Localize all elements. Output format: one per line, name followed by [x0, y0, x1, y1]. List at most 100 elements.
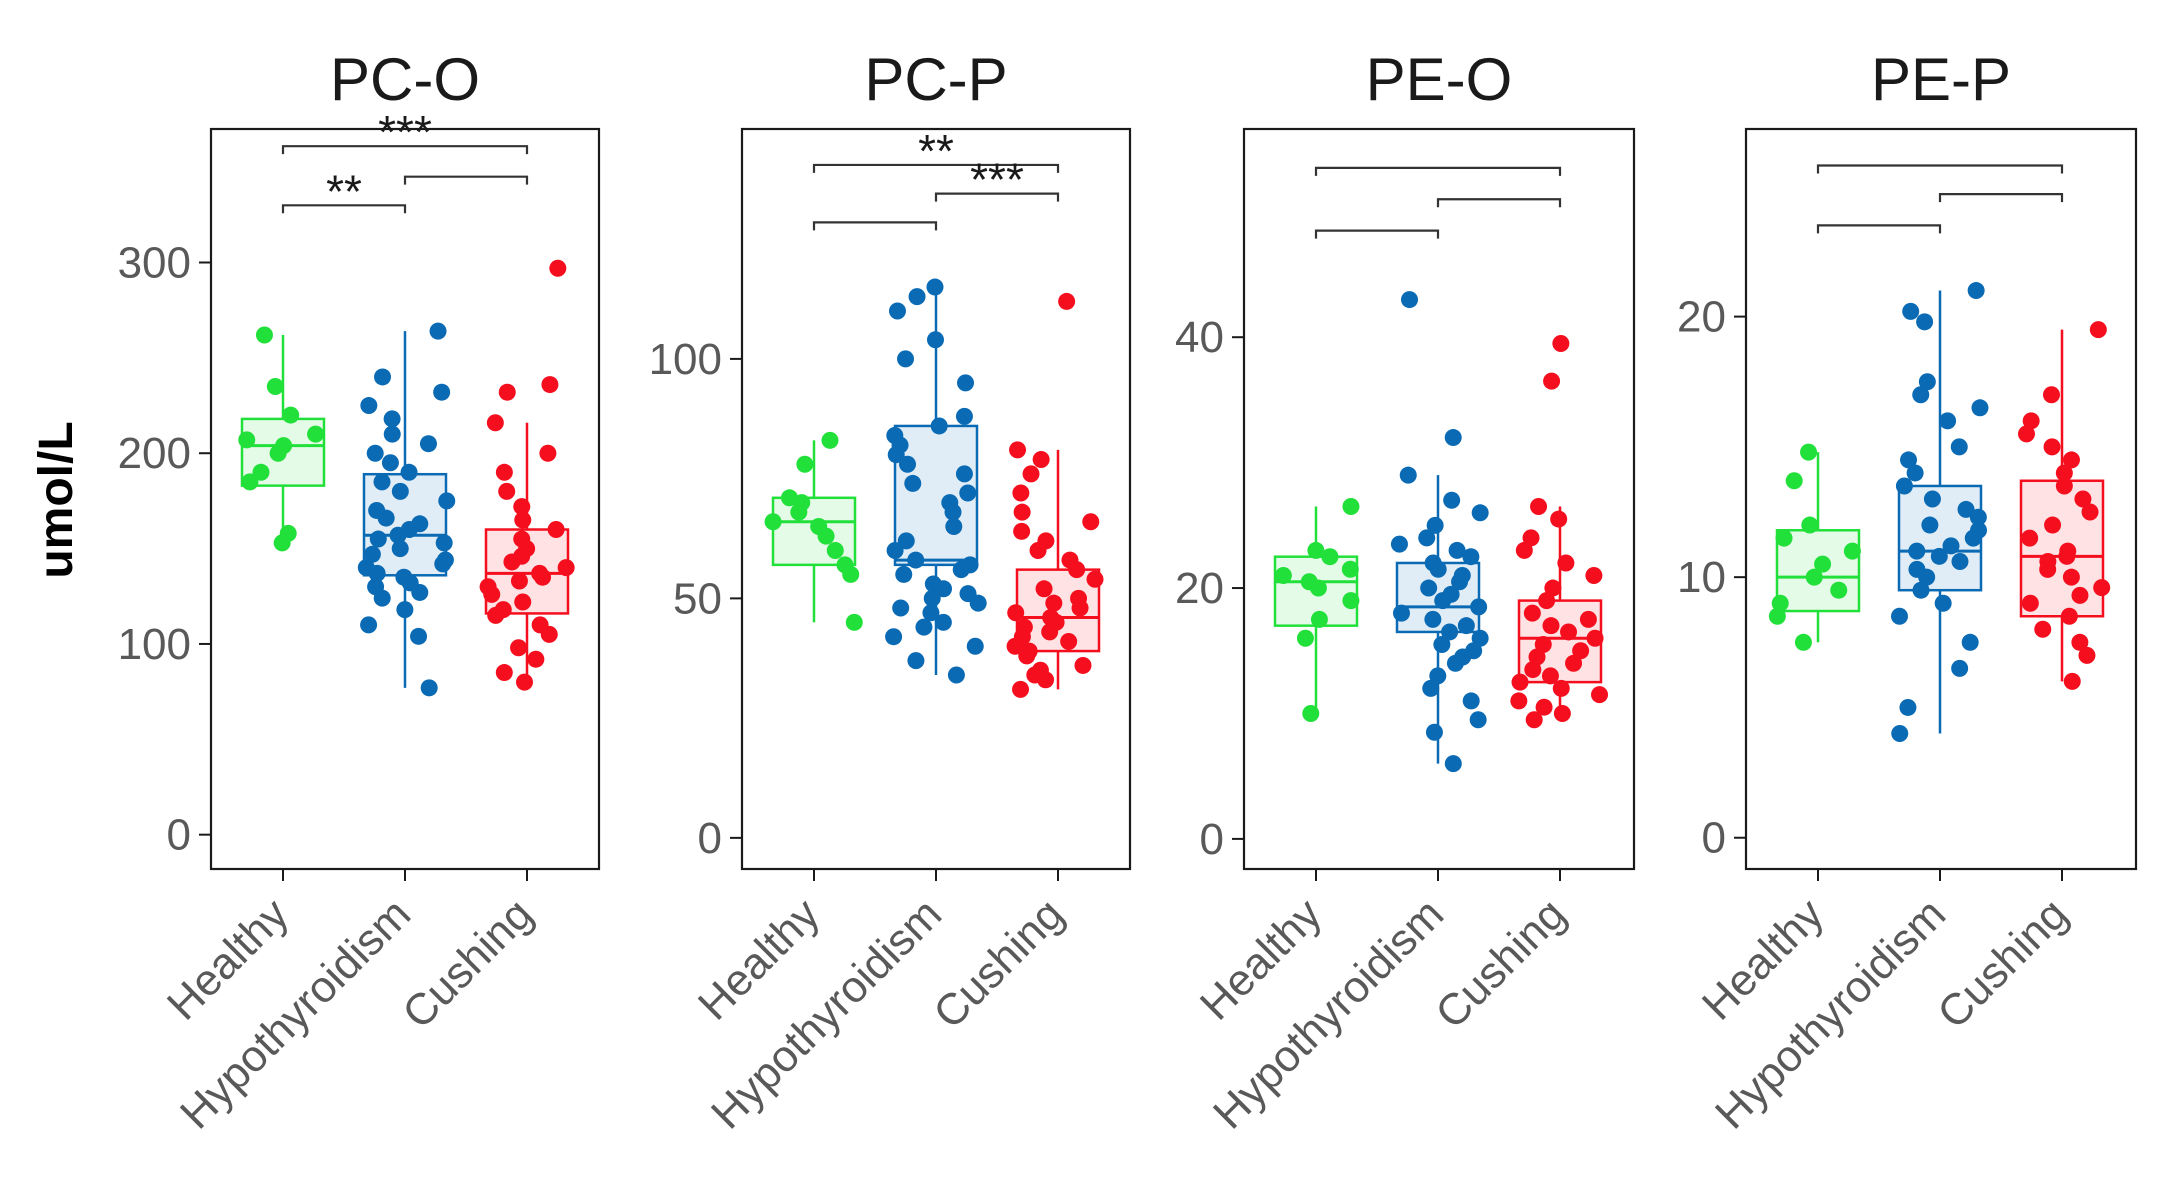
- y-tick-label: 0: [698, 814, 722, 863]
- data-point: [1013, 503, 1031, 521]
- data-point: [926, 331, 944, 349]
- data-point: [2062, 451, 2080, 469]
- data-point: [1522, 529, 1540, 547]
- x-tick-label: Cushing: [1426, 889, 1575, 1038]
- data-point: [922, 604, 940, 622]
- data-point: [959, 585, 977, 603]
- data-point: [1814, 555, 1832, 573]
- panel-title: PC-P: [864, 46, 1007, 113]
- data-point: [241, 473, 259, 491]
- data-point: [923, 589, 941, 607]
- data-point: [1591, 686, 1609, 704]
- data-point: [1441, 623, 1459, 641]
- data-point: [810, 518, 828, 536]
- data-point: [926, 278, 944, 296]
- data-point: [1923, 490, 1941, 508]
- data-point: [1418, 529, 1436, 547]
- x-tick-label: Hypothyroidism: [1706, 889, 1955, 1138]
- data-point: [510, 572, 528, 590]
- data-point: [436, 551, 454, 569]
- data-point: [1342, 592, 1360, 610]
- box-healthy: [1768, 443, 1861, 651]
- data-point: [961, 556, 979, 574]
- data-point: [1906, 464, 1924, 482]
- box-hypothyroidism: [357, 322, 456, 697]
- data-point: [495, 664, 513, 682]
- significance-bracket: [1314, 229, 1440, 239]
- data-point: [1426, 516, 1444, 534]
- data-point: [930, 417, 948, 435]
- data-point: [1422, 679, 1440, 697]
- data-point: [2060, 607, 2078, 625]
- data-point: [885, 628, 903, 646]
- data-point: [826, 541, 844, 559]
- data-point: [934, 613, 952, 631]
- data-point: [1912, 386, 1930, 404]
- data-point: [1022, 465, 1040, 483]
- data-point: [1302, 704, 1320, 722]
- box-hypothyroidism: [1390, 291, 1489, 773]
- data-point: [1515, 541, 1533, 559]
- y-tick-label: 20: [1175, 564, 1224, 613]
- data-point: [1586, 629, 1604, 647]
- data-point: [1794, 633, 1812, 651]
- data-point: [1565, 654, 1583, 672]
- data-point: [1912, 581, 1930, 599]
- data-point: [531, 616, 549, 634]
- data-point: [1471, 629, 1489, 647]
- data-point: [955, 407, 973, 425]
- data-point: [360, 616, 378, 634]
- data-point: [1012, 484, 1030, 502]
- y-tick-label: 10: [1677, 553, 1726, 602]
- data-point: [1457, 617, 1475, 635]
- data-point: [1908, 560, 1926, 578]
- data-point: [495, 463, 513, 481]
- data-point: [541, 376, 559, 394]
- data-point: [1830, 581, 1848, 599]
- data-point: [1443, 491, 1461, 509]
- data-point: [1045, 594, 1063, 612]
- data-point: [1800, 443, 1818, 461]
- data-point: [915, 618, 933, 636]
- data-point: [892, 599, 910, 617]
- y-tick-label: 300: [118, 239, 191, 288]
- data-point: [547, 521, 565, 539]
- data-point: [2093, 579, 2111, 597]
- data-point: [363, 545, 381, 563]
- data-point: [907, 551, 925, 569]
- data-point: [897, 350, 915, 368]
- data-point: [1542, 617, 1560, 635]
- data-point: [1300, 573, 1318, 591]
- data-point: [1012, 680, 1030, 698]
- data-point: [1523, 604, 1541, 622]
- data-point: [1585, 567, 1603, 585]
- data-point: [514, 511, 532, 529]
- data-point: [957, 374, 975, 392]
- data-point: [1448, 541, 1466, 559]
- data-point: [796, 455, 814, 473]
- data-point: [2017, 425, 2035, 443]
- data-point: [1552, 334, 1570, 352]
- bracket-line: [1816, 224, 1942, 234]
- data-point: [479, 578, 497, 596]
- panel-title: PE-O: [1366, 46, 1513, 113]
- data-point: [1442, 585, 1460, 603]
- data-point: [395, 568, 413, 586]
- data-point: [498, 383, 516, 401]
- significance-bracket: [812, 221, 938, 231]
- data-point: [2078, 646, 2096, 664]
- data-point: [1890, 607, 1908, 625]
- data-point: [510, 639, 528, 657]
- data-point: [1525, 711, 1543, 729]
- data-point: [282, 406, 300, 424]
- data-point: [494, 601, 512, 619]
- data-point: [420, 679, 438, 697]
- data-point: [899, 455, 917, 473]
- x-tick-label: Hypothyroidism: [702, 889, 951, 1138]
- panel-title: PE-P: [1871, 46, 2011, 113]
- data-point: [1462, 692, 1480, 710]
- data-point: [410, 627, 428, 645]
- data-point: [1424, 554, 1442, 572]
